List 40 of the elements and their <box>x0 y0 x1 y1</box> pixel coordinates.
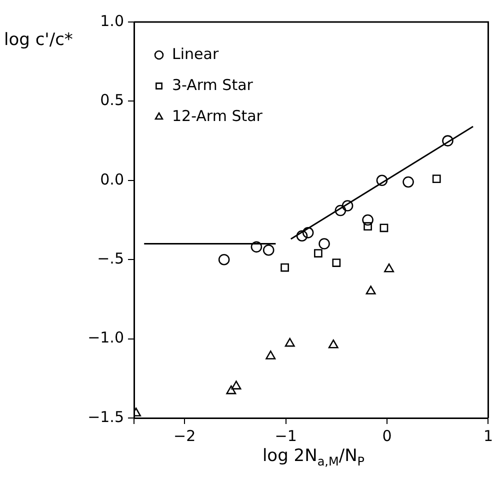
y-tick-label: 0.0 <box>100 170 124 188</box>
point <box>226 385 236 394</box>
point <box>332 258 341 267</box>
y-tick-label: 0.5 <box>100 91 124 110</box>
point <box>318 238 330 250</box>
point <box>284 338 295 347</box>
y-tick-label: −.5 <box>97 249 124 268</box>
x-tick-label: 1 <box>483 426 493 445</box>
x-axis-title: log 2N$_{a,M}$/N$_{P}$ <box>261 446 366 468</box>
point <box>376 174 388 186</box>
point <box>362 214 374 226</box>
y-tick-label: −1.5 <box>88 408 124 426</box>
point <box>442 135 454 146</box>
point <box>380 224 388 232</box>
x-tick-label: −2 <box>174 426 196 445</box>
point <box>342 200 354 212</box>
x-tick-label: 0 <box>382 426 392 445</box>
point <box>402 176 414 188</box>
point <box>384 263 394 272</box>
point <box>302 227 314 238</box>
point <box>432 174 441 183</box>
point <box>314 249 322 258</box>
point <box>218 254 230 266</box>
y-tick-label: −1.0 <box>88 328 124 347</box>
point <box>364 222 372 231</box>
point <box>366 286 376 294</box>
y-tick-label: 1.0 <box>100 12 124 30</box>
legend-label: 12-Arm Star <box>172 106 264 125</box>
point <box>328 339 338 348</box>
legend-label: 3-Arm Star <box>172 76 254 94</box>
point <box>250 241 262 253</box>
point <box>266 350 276 360</box>
legend-label: Linear <box>172 44 220 63</box>
point <box>231 380 242 390</box>
point <box>262 244 274 256</box>
x-tick-label: −1 <box>274 426 297 445</box>
point <box>296 230 308 242</box>
y-axis-title: log c'/c* <box>4 30 73 50</box>
point <box>334 204 346 216</box>
point <box>280 263 289 272</box>
